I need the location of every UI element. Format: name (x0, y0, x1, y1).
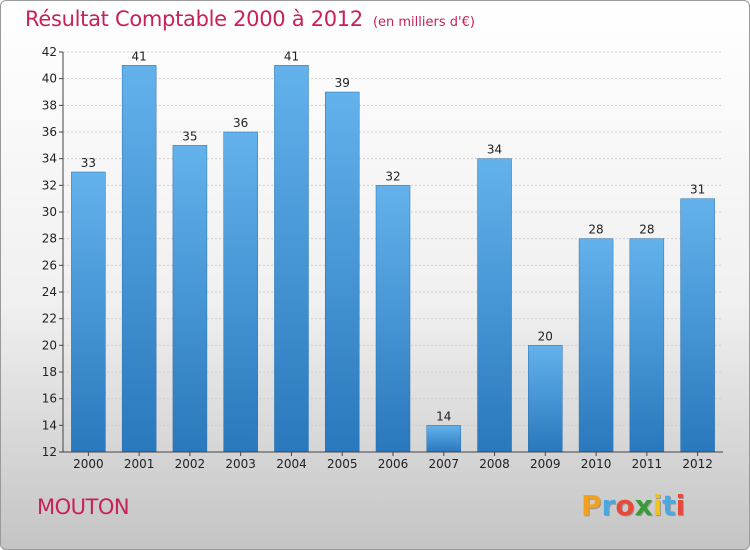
x-tick-label: 2010 (581, 457, 612, 471)
y-tick-label: 36 (42, 125, 57, 139)
y-tick-label: 16 (42, 392, 57, 406)
bar (324, 91, 360, 453)
x-tick-label: 2006 (378, 457, 409, 471)
bar (71, 171, 106, 453)
y-tick-label: 14 (42, 418, 57, 432)
bar-value-label: 28 (639, 223, 654, 237)
bar-value-label: 31 (690, 183, 705, 197)
y-tick-label: 34 (42, 152, 57, 166)
x-tick-label: 2001 (124, 457, 155, 471)
bar (426, 425, 462, 453)
bar (375, 185, 411, 453)
chart-title: Résultat Comptable 2000 à 2012 (25, 7, 363, 31)
x-tick-label: 2000 (73, 457, 104, 471)
y-tick-label: 32 (42, 178, 57, 192)
logo-letter: i (652, 489, 663, 522)
bar-value-label: 20 (538, 329, 553, 343)
bar (578, 238, 614, 453)
y-axis: 12 14 16 18 20 22 24 26 28 30 32 34 36 38 40 42 (42, 45, 64, 459)
bar-value-label: 36 (233, 116, 248, 130)
logo-letter: P (581, 489, 602, 522)
y-tick-label: 22 (42, 312, 57, 326)
y-tick-label: 30 (42, 205, 57, 219)
chart-unit: (en milliers d'€) (372, 15, 475, 30)
bar (477, 158, 512, 453)
bar (121, 65, 157, 453)
bar-value-label: 33 (81, 156, 96, 170)
y-tick-label: 18 (42, 365, 57, 379)
bar (172, 145, 208, 453)
proxiti-logo: Proxiti (581, 489, 685, 522)
chart-title-block: Résultat Comptable 2000 à 2012 (en millie… (25, 7, 475, 31)
x-tick-label: 2008 (479, 457, 510, 471)
y-tick-label: 40 (42, 72, 57, 86)
logo-letter: i (675, 489, 686, 522)
bar-value-label: 35 (182, 129, 197, 143)
bar-value-label: 34 (487, 143, 502, 157)
bar-value-label: 41 (284, 49, 299, 63)
bar-value-label: 32 (385, 169, 400, 183)
x-tick-label: 2002 (175, 457, 206, 471)
bar (528, 345, 563, 453)
place-name: MOUTON (37, 495, 130, 519)
x-tick-label: 2007 (428, 457, 459, 471)
x-tick-label: 2012 (682, 457, 713, 471)
y-tick-label: 42 (42, 45, 57, 59)
y-tick-label: 24 (42, 285, 57, 299)
bar-value-label: 41 (132, 49, 147, 63)
bars: 33 41 35 36 41 39 32 14 34 20 28 28 31 (71, 49, 715, 453)
bar (223, 131, 258, 453)
x-tick-label: 2005 (327, 457, 358, 471)
y-tick-label: 26 (42, 258, 57, 272)
x-tick-label: 2004 (276, 457, 307, 471)
bar (274, 65, 309, 453)
y-tick-label: 38 (42, 98, 57, 112)
y-tick-label: 28 (42, 232, 57, 246)
y-tick-label: 20 (42, 338, 57, 352)
x-tick-label: 2011 (632, 457, 663, 471)
x-axis: 2000 2001 2002 2003 2004 2005 2006 2007 2008 2009… (63, 451, 723, 471)
logo-letter: t (662, 489, 676, 522)
x-tick-label: 2009 (530, 457, 561, 471)
bar-value-label: 14 (436, 409, 451, 423)
logo-letter: r (601, 489, 616, 522)
bar-value-label: 28 (588, 223, 603, 237)
bar (680, 198, 715, 453)
bar-value-label: 39 (335, 76, 350, 90)
logo-letter: x (634, 489, 653, 522)
x-tick-label: 2003 (225, 457, 256, 471)
y-tick-label: 12 (42, 445, 57, 459)
bar (629, 238, 665, 453)
logo-letter: o (615, 489, 635, 522)
